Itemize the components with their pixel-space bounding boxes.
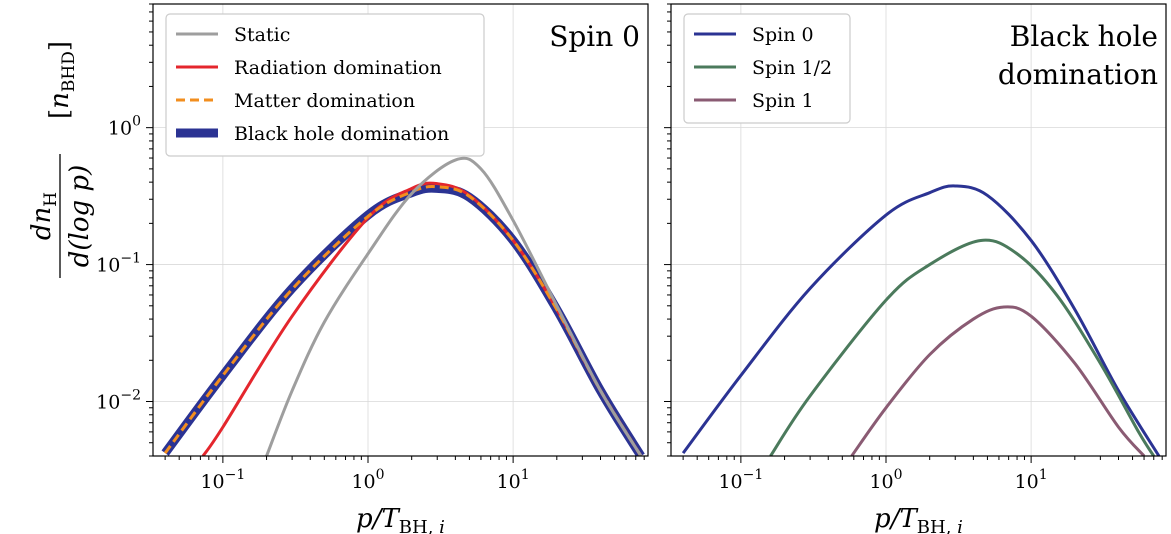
x-axis-label: p/TBH, i xyxy=(356,504,445,534)
series-group xyxy=(161,156,645,456)
legend-label: Spin 0 xyxy=(752,24,814,46)
series-group xyxy=(681,184,1161,456)
y-tick-label: 10−2 xyxy=(96,388,141,414)
legend-label: Matter domination xyxy=(234,90,415,112)
axes-frame xyxy=(670,3,1167,457)
x-tick-label: 10−1 xyxy=(200,467,245,493)
series-line-matter-domination xyxy=(163,185,643,456)
panel-spin-0: 10−1 100 101 10−2 10−1 100 p/TBH, i Spin 0 Stati… xyxy=(96,3,649,534)
legend-label: Black hole domination xyxy=(234,123,449,145)
legend-label: Spin 1/2 xyxy=(752,57,832,79)
y-tick-label: 10−1 xyxy=(96,251,141,277)
series-line-static xyxy=(265,156,643,456)
x-tick-label: 101 xyxy=(1015,467,1048,493)
axes-frame xyxy=(152,3,649,457)
legend-box xyxy=(165,13,485,157)
y-axis-label: dnH d(log p) [nBHD] xyxy=(27,41,95,278)
y-label-unit: [nBHD] xyxy=(45,41,79,119)
series-line-black-hole-domination xyxy=(161,183,645,456)
series-line-spin-0 xyxy=(681,184,1161,456)
series-line-spin-1 xyxy=(850,305,1146,456)
panel-title: domination xyxy=(998,58,1158,91)
legend-label: Spin 1 xyxy=(752,90,814,112)
x-tick-label: 100 xyxy=(869,467,902,493)
x-axis-label: p/TBH, i xyxy=(874,504,963,534)
legend-label: Static xyxy=(234,24,290,46)
x-tick-label: 100 xyxy=(351,467,384,493)
x-tick-label: 101 xyxy=(497,467,530,493)
legend-box xyxy=(683,13,851,124)
panel-black-hole-domination: 10−1 100 101 p/TBH, i Black hole domination Sp… xyxy=(664,3,1167,534)
series-line-spin-1-2 xyxy=(769,238,1156,456)
legend-label: Radiation domination xyxy=(234,57,442,79)
panel-title: Spin 0 xyxy=(549,20,640,53)
legend: Spin 0 Spin 1/2 Spin 1 xyxy=(683,13,851,124)
y-tick-label: 100 xyxy=(108,114,141,140)
y-label-denominator: d(log p) xyxy=(65,165,95,267)
legend: Static Radiation domination Matter dominat… xyxy=(165,13,485,157)
panel-title: Black hole xyxy=(1010,20,1158,53)
x-tick-label: 10−1 xyxy=(718,467,763,493)
y-label-numerator: dnH xyxy=(27,192,61,240)
